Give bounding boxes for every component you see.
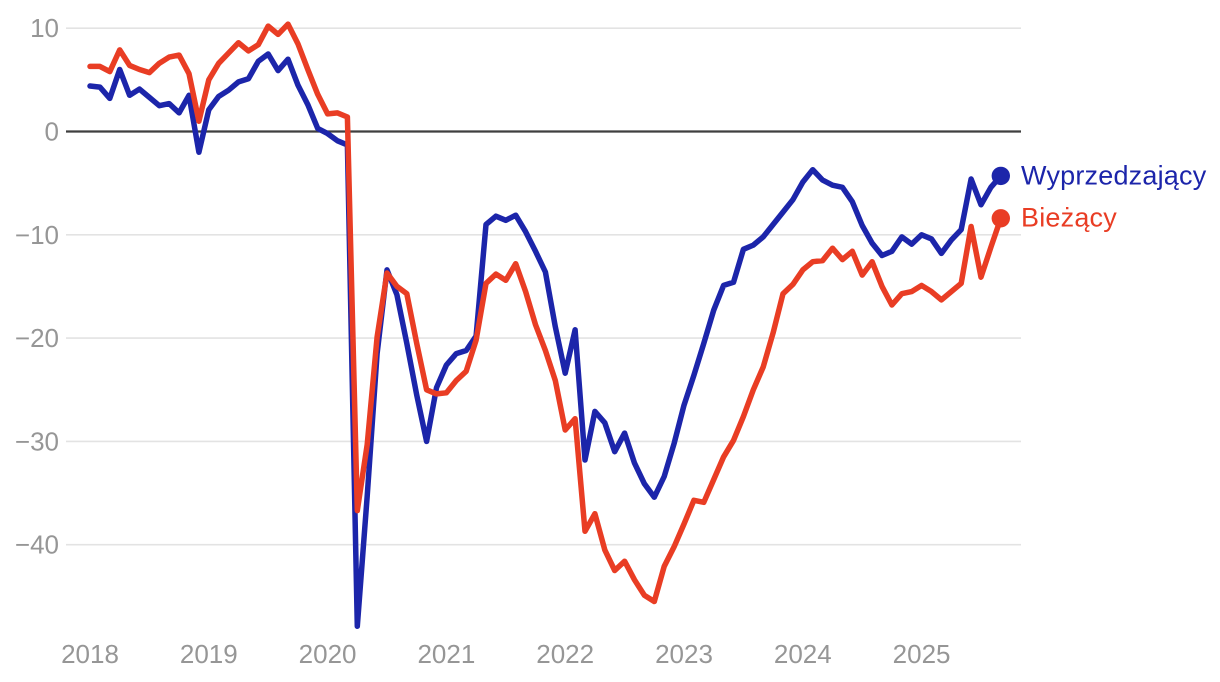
y-tick-label: −30 <box>15 426 59 456</box>
y-tick-label: −10 <box>15 220 59 250</box>
series-end-dot-wyprzedzajacy <box>991 166 1010 186</box>
y-tick-label: 10 <box>30 13 59 43</box>
x-tick-label: 2025 <box>893 639 951 669</box>
x-tick-label: 2022 <box>536 639 594 669</box>
series-end-dot-biezacy <box>991 209 1010 228</box>
x-tick-label: 2020 <box>299 639 357 669</box>
x-tick-label: 2021 <box>417 639 475 669</box>
y-tick-label: −20 <box>15 323 59 353</box>
series-line-wyprzedzajacy <box>87 51 1004 630</box>
x-tick-label: 2023 <box>655 639 713 669</box>
x-tick-label: 2019 <box>180 639 238 669</box>
y-tick-label: −40 <box>15 530 59 560</box>
legend-label-biezacy: Bieżący <box>1021 202 1117 233</box>
legend-label-wyprzedzajacy: Wyprzedzający <box>1021 160 1207 191</box>
series-line-biezacy <box>87 21 1004 605</box>
x-tick-label: 2024 <box>774 639 832 669</box>
y-tick-label: 0 <box>45 117 59 147</box>
x-tick-label: 2018 <box>61 639 119 669</box>
